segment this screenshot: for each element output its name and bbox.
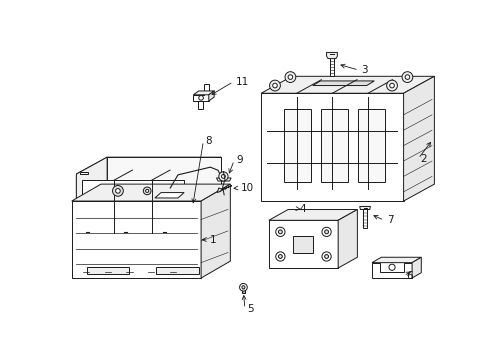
Polygon shape bbox=[72, 184, 230, 201]
Circle shape bbox=[389, 264, 395, 270]
Circle shape bbox=[278, 255, 282, 258]
Circle shape bbox=[322, 227, 331, 237]
Polygon shape bbox=[284, 109, 311, 182]
Circle shape bbox=[387, 80, 397, 91]
Circle shape bbox=[276, 252, 285, 261]
Polygon shape bbox=[87, 267, 129, 274]
Polygon shape bbox=[107, 157, 221, 222]
Text: 2: 2 bbox=[420, 154, 427, 164]
Polygon shape bbox=[76, 157, 107, 239]
Circle shape bbox=[322, 252, 331, 261]
Circle shape bbox=[325, 230, 328, 234]
Polygon shape bbox=[363, 206, 368, 228]
Circle shape bbox=[390, 83, 394, 88]
Polygon shape bbox=[294, 236, 314, 253]
Polygon shape bbox=[358, 109, 385, 182]
Polygon shape bbox=[313, 81, 374, 86]
Polygon shape bbox=[269, 220, 338, 268]
Polygon shape bbox=[360, 206, 370, 210]
Polygon shape bbox=[152, 203, 173, 232]
Circle shape bbox=[143, 187, 151, 195]
Polygon shape bbox=[321, 109, 348, 182]
Polygon shape bbox=[121, 203, 143, 232]
Polygon shape bbox=[261, 76, 435, 93]
Polygon shape bbox=[90, 203, 112, 232]
Circle shape bbox=[242, 286, 245, 289]
Circle shape bbox=[285, 72, 296, 82]
Text: 3: 3 bbox=[361, 65, 368, 75]
Polygon shape bbox=[327, 53, 337, 59]
Polygon shape bbox=[372, 257, 421, 263]
Circle shape bbox=[116, 189, 120, 193]
Circle shape bbox=[240, 283, 247, 291]
Circle shape bbox=[278, 230, 282, 234]
Polygon shape bbox=[242, 289, 245, 293]
Polygon shape bbox=[372, 263, 412, 278]
Circle shape bbox=[276, 227, 285, 237]
Polygon shape bbox=[219, 186, 232, 191]
Circle shape bbox=[325, 255, 328, 258]
Circle shape bbox=[219, 172, 228, 181]
Polygon shape bbox=[194, 84, 209, 101]
Text: 4: 4 bbox=[300, 204, 306, 214]
Polygon shape bbox=[156, 267, 199, 274]
Polygon shape bbox=[217, 188, 222, 193]
Circle shape bbox=[402, 72, 413, 82]
Polygon shape bbox=[201, 184, 230, 278]
Polygon shape bbox=[72, 201, 201, 278]
Text: 8: 8 bbox=[206, 136, 212, 146]
Circle shape bbox=[113, 185, 123, 196]
Text: 5: 5 bbox=[247, 304, 254, 314]
Circle shape bbox=[146, 189, 149, 193]
Text: 9: 9 bbox=[237, 155, 243, 165]
Polygon shape bbox=[198, 101, 203, 109]
Text: 10: 10 bbox=[240, 183, 253, 193]
Polygon shape bbox=[404, 76, 435, 201]
Polygon shape bbox=[261, 93, 404, 201]
Circle shape bbox=[405, 75, 410, 80]
Polygon shape bbox=[269, 210, 357, 220]
Polygon shape bbox=[82, 180, 184, 233]
Text: 11: 11 bbox=[236, 77, 249, 87]
Polygon shape bbox=[217, 178, 231, 181]
Polygon shape bbox=[338, 210, 357, 268]
Circle shape bbox=[199, 95, 203, 100]
Polygon shape bbox=[209, 91, 214, 101]
Polygon shape bbox=[330, 56, 334, 76]
Polygon shape bbox=[155, 193, 184, 198]
Text: 6: 6 bbox=[406, 271, 413, 281]
Text: 1: 1 bbox=[210, 235, 216, 244]
Circle shape bbox=[270, 80, 280, 91]
Polygon shape bbox=[412, 257, 421, 278]
Circle shape bbox=[273, 83, 277, 88]
Polygon shape bbox=[194, 91, 214, 95]
Circle shape bbox=[221, 175, 225, 178]
Polygon shape bbox=[76, 157, 221, 174]
Polygon shape bbox=[76, 174, 190, 239]
Polygon shape bbox=[80, 172, 88, 174]
Circle shape bbox=[288, 75, 293, 80]
Polygon shape bbox=[190, 157, 221, 239]
Text: 7: 7 bbox=[387, 215, 393, 225]
